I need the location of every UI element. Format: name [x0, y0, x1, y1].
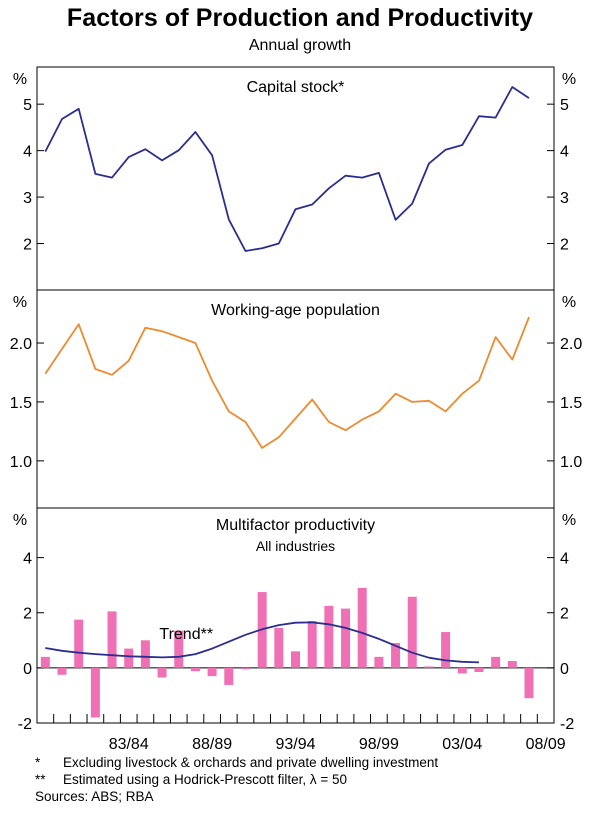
- sources-line: Sources: ABS; RBA: [35, 789, 154, 804]
- y-tick-label-left: 5: [23, 97, 32, 114]
- unit-label-right: %: [562, 294, 576, 311]
- panel-title: Capital stock*: [247, 79, 345, 96]
- x-tick-label: 88/89: [192, 736, 232, 753]
- y-tick-label-left: -2: [18, 716, 32, 733]
- series-line-capital-stock: [44, 86, 530, 252]
- y-tick-label-left: 2: [23, 237, 32, 254]
- y-tick-label-left: 2: [23, 606, 32, 623]
- mfp-bar: [441, 632, 451, 668]
- mfp-bar: [140, 640, 150, 668]
- x-tick-label: 98/99: [359, 736, 399, 753]
- mfp-bar: [491, 656, 501, 668]
- mfp-bar: [207, 667, 217, 677]
- mfp-bar: [90, 667, 100, 718]
- y-tick-label-right: 4: [560, 551, 569, 568]
- panel-title: Working-age population: [211, 302, 380, 319]
- panel-frames: [36, 66, 555, 724]
- unit-label-left: %: [13, 512, 27, 529]
- y-tick-label-right: 5: [560, 97, 569, 114]
- panel-subtitle: All industries: [256, 538, 335, 554]
- x-tick-label: 08/09: [526, 736, 566, 753]
- y-tick-label-right: 2.0: [560, 336, 582, 353]
- mfp-bar: [507, 660, 517, 668]
- mfp-bar: [374, 656, 384, 668]
- y-tick-label-right: -2: [560, 716, 574, 733]
- chart-subtitle: Annual growth: [248, 37, 352, 54]
- mfp-bar: [57, 667, 67, 675]
- y-tick-label-left: 2.0: [10, 336, 32, 353]
- mfp-bar: [291, 651, 300, 668]
- series-line-working-age-population: [44, 316, 530, 449]
- mfp-bar: [391, 643, 401, 668]
- y-tick-label-left: 4: [23, 144, 32, 161]
- mfp-bar: [274, 627, 284, 668]
- x-tick-label: 93/94: [275, 736, 315, 753]
- trend-line: [45, 621, 480, 664]
- mfp-bar: [40, 656, 50, 668]
- footnote-2: ** Estimated using a Hodrick-Prescott fil…: [35, 772, 347, 787]
- mfp-bar: [74, 619, 84, 668]
- mfp-bar: [357, 587, 367, 668]
- panel-title: Multifactor productivity: [216, 517, 375, 534]
- panel-frame-1: [36, 66, 555, 291]
- y-tick-label-right: 1.0: [560, 454, 582, 471]
- mfp-bar: [424, 666, 434, 668]
- y-tick-label-right: 0: [560, 661, 569, 678]
- y-tick-label-left: 3: [23, 190, 32, 207]
- chart-title: Factors of Production and Productivity: [66, 4, 534, 32]
- y-tick-label-left: 1.5: [10, 395, 32, 412]
- x-tick-label: 83/84: [109, 736, 149, 753]
- mfp-bar: [474, 667, 484, 673]
- mfp-bar: [174, 630, 184, 668]
- panel-frame-3: [36, 507, 555, 724]
- chart-marks: [40, 86, 534, 718]
- unit-label-right: %: [562, 71, 576, 88]
- y-tick-label-right: 3: [560, 190, 569, 207]
- y-tick-label-right: 4: [560, 144, 569, 161]
- mfp-bar: [224, 667, 234, 685]
- chart-labels: % % 2 2 3 3 4 4 5 5 Capital stock*% % 1.0 1.0 1.5 1.5 2.…: [10, 71, 583, 753]
- mfp-bar: [240, 667, 250, 670]
- y-tick-label-left: 0: [23, 661, 32, 678]
- footnotes: * Excluding livestock & orchards and priv…: [35, 754, 438, 805]
- footnote-1: * Excluding livestock & orchards and priv…: [35, 755, 439, 770]
- y-tick-label-right: 1.5: [560, 395, 582, 412]
- panel-frame-2: [36, 289, 555, 509]
- y-tick-label-left: 1.0: [10, 454, 32, 471]
- y-tick-label-left: 4: [23, 551, 32, 568]
- mfp-bar: [341, 608, 351, 668]
- y-tick-label-right: 2: [560, 606, 569, 623]
- unit-label-right: %: [562, 512, 576, 529]
- unit-label-left: %: [13, 71, 27, 88]
- unit-label-left: %: [13, 294, 27, 311]
- mfp-bar: [157, 667, 167, 678]
- mfp-bar: [307, 621, 317, 668]
- mfp-bar: [107, 611, 117, 668]
- mfp-bar: [407, 596, 417, 668]
- mfp-bar: [190, 667, 200, 672]
- y-tick-label-right: 2: [560, 237, 569, 254]
- mfp-bar: [524, 667, 534, 699]
- x-tick-label: 03/04: [442, 736, 482, 753]
- mfp-bar: [457, 667, 467, 674]
- mfp-bar: [324, 605, 334, 668]
- mfp-bar: [124, 648, 134, 668]
- trend-annotation: Trend**: [159, 626, 213, 643]
